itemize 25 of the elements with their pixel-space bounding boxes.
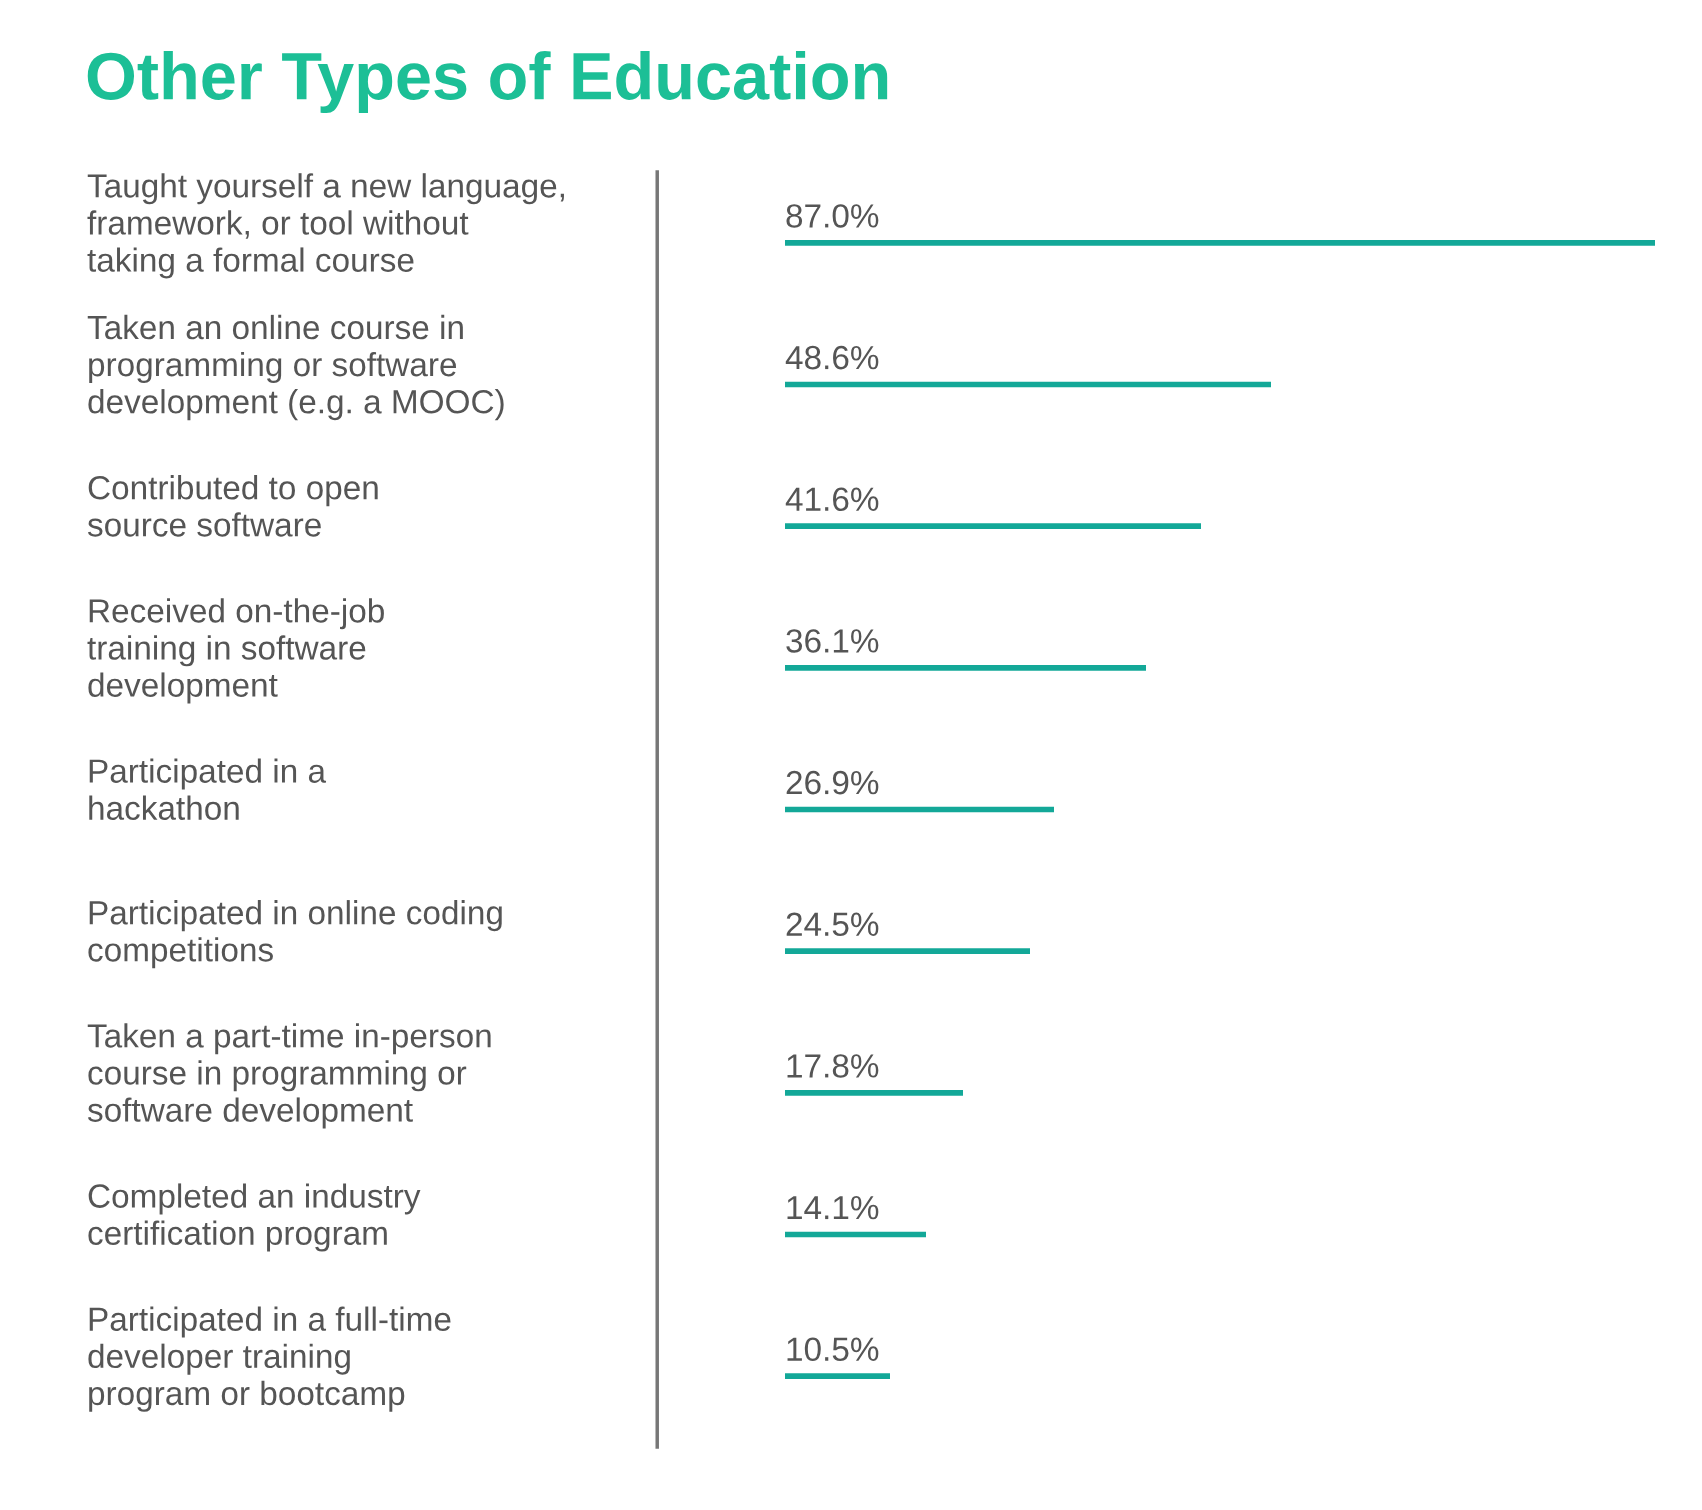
data-label: 41.6% [785, 487, 879, 512]
y-tick-label: Contributed to open source software [87, 475, 378, 537]
y-tick-label: Taken a part-time in-person course in programming or software development [87, 1023, 491, 1129]
data-label: 36.1% [786, 629, 879, 653]
data-label: 26.9% [786, 770, 879, 795]
data-label: 87.0% [786, 204, 879, 228]
bar [785, 1373, 890, 1379]
bar [785, 948, 1030, 954]
y-tick-label: Completed an industry certification program [88, 1183, 421, 1252]
y-tick-label: Received on-the-job training in software development [87, 598, 384, 704]
data-label: 48.6% [785, 345, 879, 370]
data-label: 17.8% [787, 1054, 879, 1078]
bar [785, 1090, 963, 1096]
y-tick-label: Taken an online course in programming or software development (e.g. a MOOC) [87, 314, 504, 421]
y-tick-label: Participated in online coding competitions [88, 900, 502, 969]
y-tick-label: Taught yourself a new language, framework, or tool without taking a formal course [87, 173, 564, 279]
bar [785, 665, 1146, 671]
data-label: 10.5% [787, 1337, 879, 1362]
y-tick-label: Participated in a hackathon [89, 758, 327, 820]
chart-title: Other Types of Education [87, 50, 888, 114]
data-label: 24.5% [786, 912, 879, 937]
bar [785, 240, 1655, 246]
data-label: 14.1% [787, 1195, 879, 1220]
y-tick-label: Participated in a full-time developer training program or bootcamp [88, 1306, 451, 1412]
bar [785, 523, 1201, 529]
